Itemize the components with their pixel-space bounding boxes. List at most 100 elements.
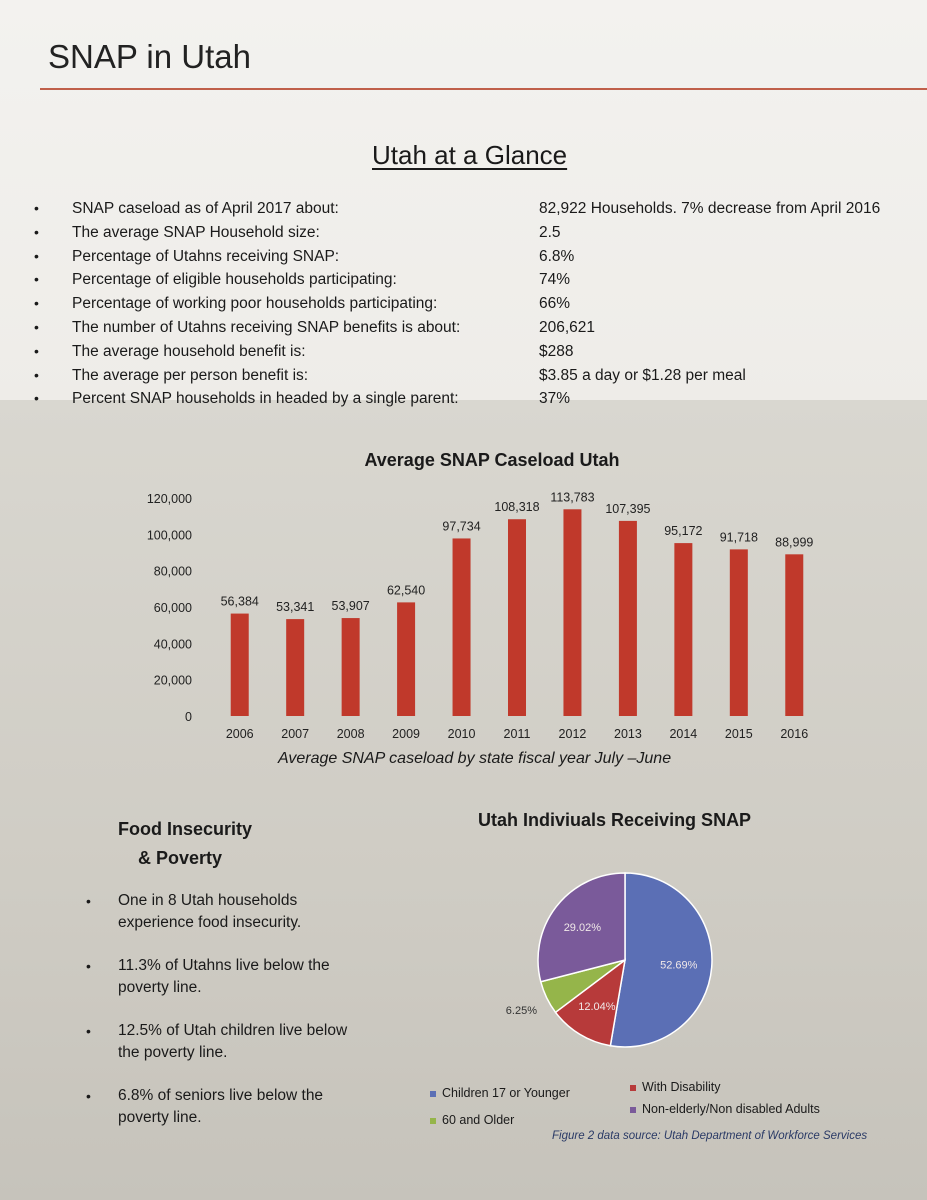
x-tick-label: 2010 — [448, 727, 476, 741]
bar — [286, 619, 305, 716]
legend-item: Non-elderly/Non disabled Adults — [630, 1102, 820, 1116]
stat-row: • Percentage of eligible households parti… — [32, 271, 922, 295]
legend-label: Non-elderly/Non disabled Adults — [642, 1102, 820, 1116]
legend-label: 60 and Older — [442, 1113, 515, 1127]
food-insecurity-list: • One in 8 Utah households experience foo… — [86, 890, 356, 1150]
bar-chart-svg: 0 20,000 40,000 60,000 80,000 100,000 120,000 5… — [147, 490, 814, 741]
pie-chart-svg: 52.69% 12.04% 6.25% 29.02% — [506, 872, 713, 1048]
stat-label: Percentage of Utahns receiving SNAP: — [72, 247, 340, 265]
pie-slice-label: 12.04% — [578, 1001, 616, 1013]
list-item-text: 12.5% of Utah children live below the po… — [118, 1022, 348, 1061]
stat-row: • Percentage of Utahns receiving SNAP: 6.8… — [32, 248, 922, 272]
bar — [563, 509, 582, 716]
y-tick-label: 100,000 — [147, 528, 192, 542]
caseload-bar-chart: Average SNAP Caseload Utah 0 20,000 40,000… — [122, 438, 842, 778]
page-title: SNAP in Utah — [48, 38, 251, 75]
y-tick-label: 120,000 — [147, 492, 192, 506]
stat-label: The number of Utahns receiving SNAP bene… — [72, 318, 461, 336]
bullet-icon: • — [34, 342, 39, 359]
legend-label: With Disability — [642, 1080, 721, 1094]
list-item-text: 11.3% of Utahns live below the poverty l… — [118, 957, 330, 996]
bar-value-label: 88,999 — [775, 535, 813, 549]
list-item: • 11.3% of Utahns live below the poverty … — [86, 955, 356, 999]
bar — [785, 554, 804, 716]
stat-value: 82,922 Households. 7% decrease from Apri… — [539, 200, 881, 217]
legend-item: With Disability — [630, 1080, 721, 1094]
legend-swatch — [430, 1117, 436, 1124]
bullet-icon: • — [34, 318, 39, 335]
bar-chart-title: Average SNAP Caseload Utah — [364, 450, 620, 470]
food-insecurity-title-line1: Food Insecurity — [118, 819, 253, 839]
list-item: • 12.5% of Utah children live below the p… — [86, 1020, 356, 1064]
bar-chart-caption: Average SNAP caseload by state fiscal ye… — [278, 750, 672, 767]
legend-swatch — [630, 1106, 636, 1113]
bullet-icon: • — [34, 271, 39, 288]
stat-value: 66% — [539, 295, 571, 313]
legend-label: Children 17 or Younger — [442, 1086, 570, 1100]
bullet-icon: • — [34, 295, 39, 312]
bar-value-label: 97,734 — [442, 519, 480, 533]
bullet-icon: • — [86, 958, 91, 974]
x-tick-label: 2014 — [669, 727, 697, 741]
bar-value-label: 56,384 — [221, 595, 259, 609]
food-insecurity-title-line2: & Poverty — [138, 848, 223, 868]
stat-label: The average per person benefit is: — [72, 366, 309, 384]
bullet-icon: • — [34, 223, 39, 240]
bullet-icon: • — [34, 200, 39, 216]
title-divider — [40, 88, 927, 90]
x-tick-label: 2008 — [337, 727, 365, 741]
legend-swatch — [430, 1090, 436, 1097]
bar-value-label: 108,318 — [494, 500, 539, 514]
x-tick-label: 2006 — [226, 727, 254, 741]
glance-stats-list: • SNAP caseload as of April 2017 about: 82… — [32, 200, 922, 414]
stat-row: • The average household benefit is: $288 — [32, 343, 922, 367]
x-tick-label: 2013 — [614, 727, 642, 741]
bar — [452, 538, 471, 716]
stat-label: The average SNAP Household size: — [72, 223, 320, 241]
x-tick-label: 2007 — [281, 727, 309, 741]
bar-value-label: 53,341 — [276, 600, 314, 614]
bullet-icon: • — [34, 247, 39, 264]
stat-value: 37% — [539, 390, 571, 408]
y-tick-label: 0 — [185, 710, 192, 724]
pie-chart-title: Utah Indiviuals Receiving SNAP — [478, 810, 752, 830]
bar — [674, 543, 693, 716]
list-item: • One in 8 Utah households experience foo… — [86, 890, 356, 934]
list-item: • 6.8% of seniors live below the poverty … — [86, 1085, 356, 1129]
bar — [230, 613, 249, 716]
food-insecurity-title: Food Insecurity & Poverty — [118, 815, 252, 873]
bar-value-label: 113,783 — [550, 490, 594, 504]
stat-value: $3.85 a day or $1.28 per meal — [539, 366, 746, 384]
bar — [341, 618, 360, 716]
stat-value: 6.8% — [539, 247, 575, 265]
bullet-icon: • — [86, 893, 91, 909]
pie-slice — [537, 872, 626, 983]
figure-source-caption: Figure 2 data source: Utah Department of… — [552, 1130, 868, 1142]
bullet-icon: • — [86, 1088, 91, 1104]
pie-legend: Children 17 or Younger With Disability 60 … — [420, 1080, 890, 1140]
legend-item: Children 17 or Younger — [430, 1086, 570, 1100]
legend-item: 60 and Older — [430, 1113, 514, 1127]
stat-label: Percentage of eligible households partic… — [72, 271, 397, 289]
page-top-sheet — [0, 0, 927, 420]
bar-value-label: 91,718 — [720, 530, 758, 544]
pie-slice — [554, 958, 627, 1047]
y-tick-label: 20,000 — [154, 674, 192, 688]
stat-value: 74% — [539, 271, 571, 289]
list-item-text: One in 8 Utah households experience food… — [118, 892, 302, 931]
bullet-icon: • — [86, 1023, 91, 1039]
stat-value: 206,621 — [539, 318, 596, 336]
y-tick-label: 60,000 — [154, 601, 192, 615]
pie-slice-label: 29.02% — [564, 922, 602, 934]
x-tick-label: 2012 — [559, 727, 587, 741]
x-tick-label: 2009 — [392, 727, 420, 741]
page-bottom-sheet — [0, 400, 927, 1200]
bar-value-label: 62,540 — [387, 583, 425, 597]
stat-label: Percentage of working poor households pa… — [72, 295, 438, 313]
pie-slice-label: 6.25% — [506, 1005, 537, 1017]
stat-row: • SNAP caseload as of April 2017 about: 82… — [32, 200, 922, 224]
bar — [508, 519, 526, 716]
bar-value-label: 107,395 — [605, 502, 650, 516]
bullet-icon: • — [34, 390, 39, 407]
stat-row: • The average per person benefit is: $3.85… — [32, 367, 922, 391]
